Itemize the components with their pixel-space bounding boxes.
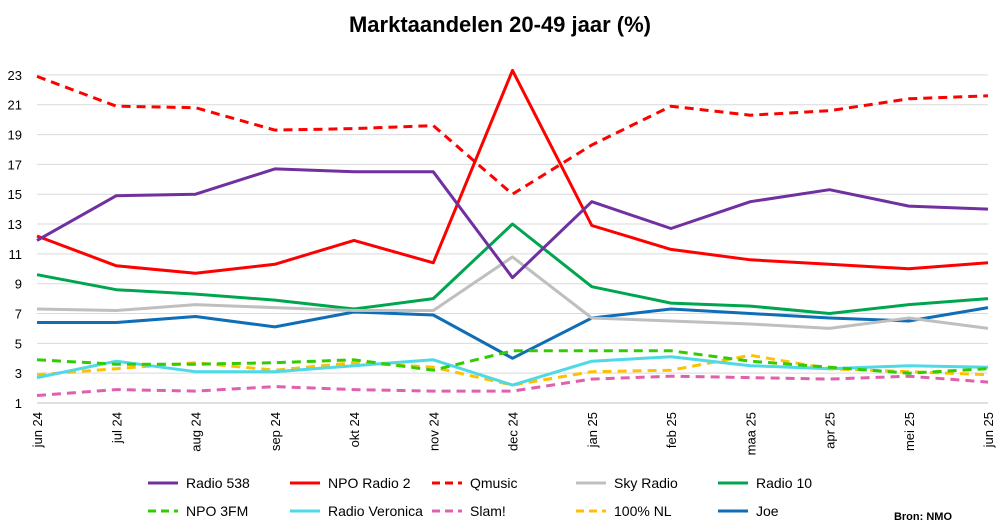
legend-item: NPO Radio 2 — [290, 475, 411, 491]
x-axis-ticks: jun 24 jul 24 aug 24 sep 24 okt 24 nov 24 dec … — [30, 412, 996, 455]
x-tick-label: okt 24 — [347, 412, 362, 447]
y-tick-label: 19 — [8, 128, 22, 143]
x-tick-label: apr 25 — [823, 412, 838, 449]
series-lines — [36, 68, 989, 397]
legend-item: NPO 3FM — [148, 503, 248, 519]
legend-label: Radio Veronica — [328, 503, 423, 519]
legend-label: NPO Radio 2 — [328, 475, 411, 491]
series-line-qmusic — [36, 74, 989, 196]
x-tick-label: feb 25 — [664, 412, 679, 448]
x-tick-label: mei 25 — [902, 412, 917, 451]
x-tick-label: maa 25 — [743, 412, 758, 455]
legend-label: Sky Radio — [614, 475, 678, 491]
legend-label: NPO 3FM — [186, 503, 248, 519]
x-tick-label: nov 24 — [426, 412, 441, 451]
grid-lines — [37, 74, 988, 404]
legend-item: Radio 10 — [718, 475, 812, 491]
y-tick-label: 5 — [15, 336, 22, 351]
x-tick-label: jun 24 — [30, 412, 45, 448]
y-tick-label: 9 — [15, 277, 22, 292]
y-tick-label: 7 — [15, 307, 22, 322]
series-line-npo-radio-2 — [36, 68, 989, 275]
legend-item: Qmusic — [432, 475, 517, 491]
series-line-slam- — [36, 374, 989, 397]
x-tick-label: jan 25 — [585, 412, 600, 448]
series-line-radio-10 — [36, 222, 989, 315]
x-tick-label: jul 24 — [109, 412, 124, 444]
legend-item: Joe — [718, 503, 779, 519]
series-line-radio-veronica — [36, 355, 989, 387]
legend-label: Radio 538 — [186, 475, 250, 491]
legend-label: Joe — [756, 503, 779, 519]
series-line-sky-radio — [36, 255, 989, 330]
y-tick-label: 3 — [15, 366, 22, 381]
legend-item: Radio 538 — [148, 475, 250, 491]
x-tick-label: dec 24 — [506, 412, 521, 451]
legend-label: 100% NL — [614, 503, 672, 519]
legend-item: Radio Veronica — [290, 503, 423, 519]
legend: Radio 538 NPO Radio 2 Qmusic Sky Radio Radio… — [148, 475, 812, 519]
y-tick-label: 21 — [8, 98, 22, 113]
source-note: Bron: NMO — [894, 511, 952, 523]
y-tick-label: 23 — [8, 68, 22, 83]
chart-title: Marktaandelen 20-49 jaar (%) — [349, 12, 651, 37]
x-tick-label: jun 25 — [981, 412, 996, 448]
y-tick-label: 17 — [8, 157, 22, 172]
y-tick-label: 1 — [15, 396, 22, 411]
x-tick-label: aug 24 — [189, 412, 204, 452]
legend-item: 100% NL — [576, 503, 672, 519]
series-line-radio-538 — [36, 167, 989, 280]
legend-label: Qmusic — [470, 475, 517, 491]
y-tick-label: 13 — [8, 217, 22, 232]
series-line-npo-3fm — [36, 349, 989, 375]
x-tick-label: sep 24 — [268, 412, 283, 451]
legend-item: Slam! — [432, 503, 506, 519]
y-tick-label: 15 — [8, 187, 22, 202]
series-line-joe — [37, 306, 989, 360]
legend-item: Sky Radio — [576, 475, 678, 491]
y-tick-label: 11 — [9, 247, 23, 262]
legend-label: Radio 10 — [756, 475, 812, 491]
legend-label: Slam! — [470, 503, 506, 519]
